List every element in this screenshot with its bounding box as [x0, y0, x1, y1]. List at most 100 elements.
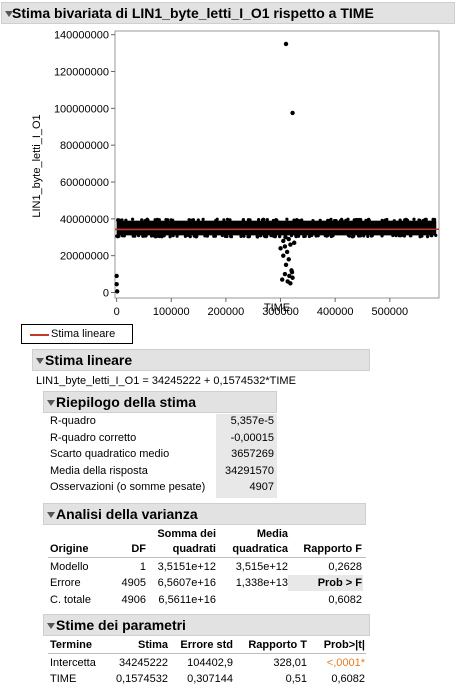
data-band-point — [334, 219, 338, 223]
anova-cell-ss: 3,5151e+12 — [157, 561, 216, 573]
data-band-point — [124, 218, 128, 222]
data-band-point — [205, 234, 209, 238]
data-band-point — [247, 235, 251, 239]
anova-cell-origine: Modello — [50, 561, 89, 573]
data-band-point — [346, 233, 350, 237]
section-params[interactable]: Stime dei parametri — [43, 614, 370, 636]
data-band-point — [191, 218, 195, 222]
data-band-point — [162, 234, 166, 238]
data-band-point — [424, 218, 428, 222]
data-band-point — [300, 218, 304, 222]
summary-label: R-quadro — [50, 415, 96, 427]
data-band-point — [409, 234, 413, 238]
data-band-point — [289, 234, 294, 238]
data-band-point — [398, 218, 402, 222]
anova-header-f: Rapporto F — [303, 543, 362, 555]
params-cell-t: 328,01 — [273, 657, 307, 669]
data-band-point — [323, 234, 327, 238]
params-cell-se: 0,307144 — [187, 673, 233, 685]
x-tick-label: 400000 — [317, 306, 354, 318]
data-band-point — [392, 219, 396, 223]
data-band-point — [311, 219, 315, 223]
disclosure-triangle-icon[interactable] — [47, 512, 55, 518]
data-band-point — [429, 233, 433, 238]
section-stima-lineare[interactable]: Stima lineare — [32, 349, 370, 371]
anova-cell-ss: 6,5607e+16 — [157, 577, 216, 589]
data-band-point — [269, 234, 273, 238]
data-band-point — [380, 218, 384, 222]
data-band-point — [295, 218, 299, 222]
scatter-point — [283, 235, 288, 240]
data-band-point — [228, 218, 232, 222]
data-band-point — [340, 219, 344, 223]
plot-frame — [114, 30, 440, 299]
anova-header-origine: Origine — [50, 543, 89, 555]
data-band-point — [255, 235, 259, 239]
disclosure-triangle-icon[interactable] — [36, 358, 44, 364]
data-band-point — [187, 218, 191, 222]
scatter-point — [278, 246, 283, 251]
report-title: Stima bivariata di LIN1_byte_letti_I_O1 … — [12, 5, 374, 21]
data-band-point — [137, 234, 141, 238]
legend-label: Stima lineare — [51, 328, 116, 340]
anova-cell-f: 0,2628 — [328, 561, 362, 573]
data-band-point — [362, 234, 366, 238]
section-title: Stima lineare — [45, 352, 133, 368]
section-riepilogo[interactable]: Riepilogo della stima — [43, 391, 277, 413]
data-band-point — [239, 234, 243, 238]
section-title: Stime dei parametri — [56, 617, 186, 633]
anova-cell-df: 4906 — [121, 594, 146, 606]
data-band-point — [265, 234, 269, 238]
scatter-point — [282, 244, 288, 249]
y-tick-label: 80000000 — [60, 140, 109, 152]
data-band-point — [215, 217, 219, 221]
data-band-point — [166, 218, 170, 222]
data-band-point — [318, 218, 322, 222]
x-tick-label: 300000 — [262, 306, 299, 318]
anova-header-df: DF — [131, 543, 146, 555]
data-band-point — [275, 218, 279, 222]
data-band-point — [326, 233, 330, 238]
params-header-est: Stima — [138, 639, 168, 651]
data-band-point — [278, 235, 282, 239]
data-band-point — [120, 234, 124, 238]
summary-value: 34291570 — [225, 464, 274, 477]
disclosure-triangle-icon[interactable] — [5, 11, 13, 17]
data-band-point — [146, 218, 150, 222]
data-band-point — [380, 234, 384, 238]
data-band-point — [294, 235, 298, 239]
summary-value: 4907 — [249, 481, 274, 493]
y-tick-label: 0 — [103, 287, 109, 299]
params-header-p: Prob>|t| — [323, 639, 365, 651]
data-band-point — [367, 217, 371, 221]
legend-line-swatch — [30, 334, 49, 336]
data-band-point — [310, 233, 314, 238]
legend: Stima lineare — [21, 324, 133, 344]
data-band-point — [359, 234, 363, 238]
params-cell-est: 0,1574532 — [116, 673, 168, 685]
section-anova[interactable]: Analisi della varianza — [43, 503, 366, 525]
data-band-point — [262, 218, 266, 223]
report-title-bar[interactable]: Stima bivariata di LIN1_byte_letti_I_O1 … — [1, 2, 455, 24]
anova-cell-ss: 6,5611e+16 — [158, 594, 216, 606]
data-band-point — [352, 234, 356, 238]
data-band-point — [213, 234, 217, 238]
scatter-point — [290, 275, 295, 280]
data-band-point — [203, 234, 207, 238]
probf-header-shade — [288, 575, 363, 591]
x-tick-label: 200000 — [208, 306, 245, 318]
data-band-point — [116, 235, 120, 239]
data-band-point — [391, 233, 395, 238]
scatter-point — [282, 271, 288, 277]
data-band-point — [154, 234, 158, 238]
data-band-point — [403, 218, 407, 222]
disclosure-triangle-icon[interactable] — [47, 623, 55, 629]
anova-header-ms-1: Media — [256, 528, 288, 540]
data-band-point — [366, 234, 370, 238]
anova-cell-df: 1 — [139, 561, 146, 573]
data-band-point — [355, 218, 359, 222]
data-band-point — [223, 234, 227, 238]
y-tick-label: 40000000 — [60, 214, 109, 226]
data-band-point — [425, 235, 430, 239]
disclosure-triangle-icon[interactable] — [47, 400, 55, 406]
